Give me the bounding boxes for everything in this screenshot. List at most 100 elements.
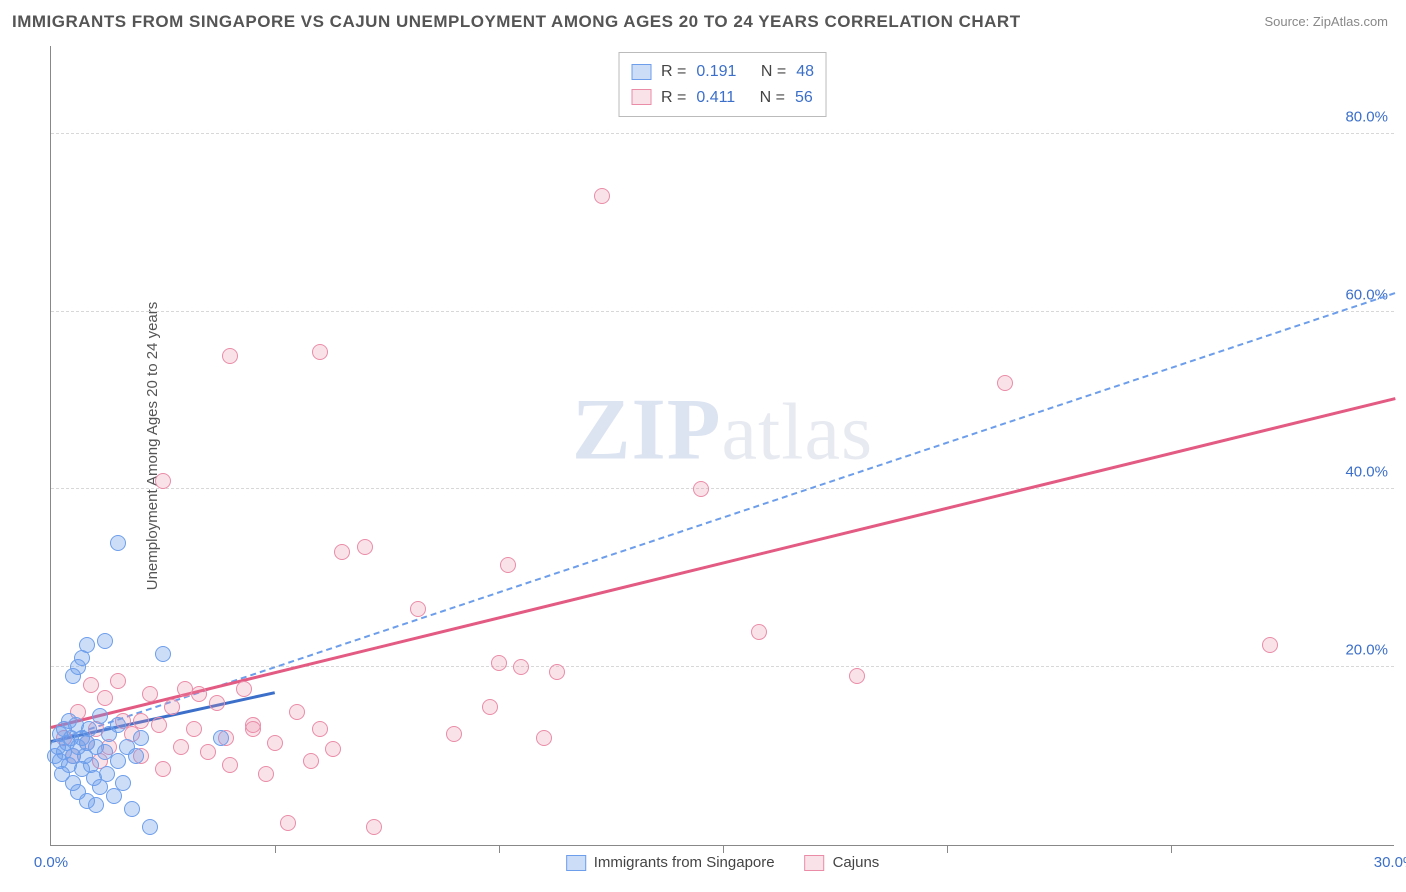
n-value-blue: 48 [796, 59, 814, 85]
data-point [245, 721, 261, 737]
data-point [79, 637, 95, 653]
chart-title: IMMIGRANTS FROM SINGAPORE VS CAJUN UNEMP… [12, 12, 1021, 32]
gridline [51, 133, 1394, 134]
data-point [133, 713, 149, 729]
data-point [500, 557, 516, 573]
data-point [482, 699, 498, 715]
gridline [51, 488, 1394, 489]
swatch-blue [566, 855, 586, 871]
data-point [200, 744, 216, 760]
data-point [267, 735, 283, 751]
swatch-blue [631, 64, 651, 80]
plot-area: ZIPatlas R = 0.191 N = 48 R = 0.411 N = … [50, 46, 1394, 846]
data-point [92, 708, 108, 724]
data-point [303, 753, 319, 769]
data-point [124, 801, 140, 817]
data-point [312, 721, 328, 737]
x-tick [275, 845, 276, 853]
r-value-pink: 0.411 [696, 85, 735, 111]
data-point [70, 659, 86, 675]
n-prefix: N = [760, 85, 785, 111]
data-point [312, 344, 328, 360]
data-point [151, 717, 167, 733]
data-point [222, 757, 238, 773]
data-point [213, 730, 229, 746]
trend-line [51, 292, 1396, 743]
swatch-pink [631, 89, 651, 105]
r-value-blue: 0.191 [696, 59, 736, 85]
data-point [258, 766, 274, 782]
data-point [133, 730, 149, 746]
data-point [164, 699, 180, 715]
data-point [110, 535, 126, 551]
data-point [446, 726, 462, 742]
swatch-pink [805, 855, 825, 871]
data-point [88, 797, 104, 813]
data-point [110, 753, 126, 769]
legend-label-blue: Immigrants from Singapore [594, 854, 775, 871]
data-point [236, 681, 252, 697]
legend-series: Immigrants from Singapore Cajuns [566, 854, 880, 871]
data-point [366, 819, 382, 835]
data-point [357, 539, 373, 555]
data-point [849, 668, 865, 684]
n-prefix: N = [761, 59, 786, 85]
data-point [110, 717, 126, 733]
legend-row-blue: R = 0.191 N = 48 [631, 59, 814, 85]
data-point [97, 690, 113, 706]
data-point [99, 766, 115, 782]
data-point [997, 375, 1013, 391]
data-point [83, 677, 99, 693]
data-point [334, 544, 350, 560]
data-point [513, 659, 529, 675]
data-point [155, 473, 171, 489]
y-tick-label: 40.0% [1345, 464, 1388, 481]
data-point [155, 761, 171, 777]
r-prefix: R = [661, 85, 686, 111]
data-point [594, 188, 610, 204]
x-tick-label: 30.0% [1374, 854, 1406, 871]
x-tick [947, 845, 948, 853]
data-point [115, 775, 131, 791]
x-tick [499, 845, 500, 853]
trend-line [51, 398, 1396, 730]
watermark-rest: atlas [722, 388, 874, 476]
legend-row-pink: R = 0.411 N = 56 [631, 85, 814, 111]
data-point [81, 721, 97, 737]
data-point [97, 633, 113, 649]
data-point [191, 686, 207, 702]
watermark-bold: ZIP [572, 381, 722, 478]
x-tick [723, 845, 724, 853]
data-point [110, 673, 126, 689]
data-point [155, 646, 171, 662]
data-point [1262, 637, 1278, 653]
r-prefix: R = [661, 59, 686, 85]
data-point [410, 601, 426, 617]
legend-label-pink: Cajuns [833, 854, 880, 871]
x-tick-label: 0.0% [34, 854, 68, 871]
data-point [128, 748, 144, 764]
data-point [106, 788, 122, 804]
data-point [209, 695, 225, 711]
data-point [751, 624, 767, 640]
n-value-pink: 56 [795, 85, 813, 111]
data-point [173, 739, 189, 755]
data-point [693, 481, 709, 497]
data-point [142, 819, 158, 835]
data-point [325, 741, 341, 757]
gridline [51, 666, 1394, 667]
gridline [51, 311, 1394, 312]
legend-item-pink: Cajuns [805, 854, 880, 871]
data-point [280, 815, 296, 831]
data-point [491, 655, 507, 671]
data-point [536, 730, 552, 746]
data-point [142, 686, 158, 702]
x-tick [1171, 845, 1172, 853]
y-tick-label: 80.0% [1345, 108, 1388, 125]
data-point [549, 664, 565, 680]
data-point [289, 704, 305, 720]
source-label: Source: ZipAtlas.com [1264, 14, 1388, 29]
y-tick-label: 20.0% [1345, 642, 1388, 659]
legend-item-blue: Immigrants from Singapore [566, 854, 775, 871]
legend-correlation: R = 0.191 N = 48 R = 0.411 N = 56 [618, 52, 827, 117]
